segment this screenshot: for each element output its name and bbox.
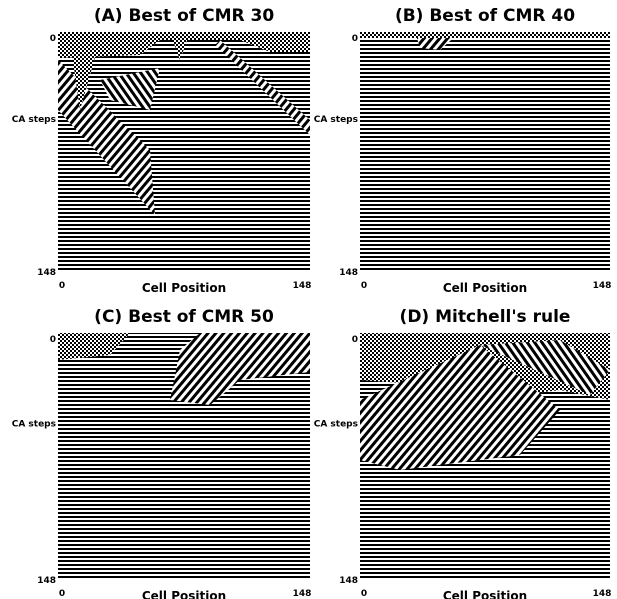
- ca-image: [360, 333, 610, 580]
- x-axis-label: Cell Position: [443, 281, 527, 295]
- y-tick-label: 0: [50, 34, 56, 44]
- y-tick-label: 0: [50, 335, 56, 345]
- y-tick-label: 148: [339, 268, 358, 278]
- x-tick-label: 0: [59, 589, 65, 599]
- panel-title: (A) Best of CMR 30: [94, 6, 274, 26]
- panel-title: (C) Best of CMR 50: [94, 307, 274, 327]
- y-tick-label: 0: [352, 335, 358, 345]
- x-tick-label: 148: [593, 281, 612, 291]
- y-tick-label: 148: [37, 576, 56, 586]
- panel-title: (D) Mitchell's rule: [400, 307, 571, 327]
- ca-image: [360, 32, 610, 272]
- y-axis-label: CA steps: [12, 115, 56, 125]
- x-axis-label: Cell Position: [443, 589, 527, 599]
- panel-title: (B) Best of CMR 40: [395, 6, 575, 26]
- y-tick-label: 148: [339, 576, 358, 586]
- x-axis-label: Cell Position: [142, 281, 226, 295]
- x-tick-label: 148: [293, 281, 312, 291]
- x-tick-label: 148: [593, 589, 612, 599]
- x-axis-label: Cell Position: [142, 589, 226, 599]
- x-tick-label: 0: [361, 589, 367, 599]
- y-tick-label: 148: [37, 268, 56, 278]
- ca-image: [58, 333, 310, 580]
- x-tick-label: 0: [361, 281, 367, 291]
- y-axis-label: CA steps: [314, 115, 358, 125]
- y-tick-label: 0: [352, 34, 358, 44]
- x-tick-label: 148: [293, 589, 312, 599]
- y-axis-label: CA steps: [314, 420, 358, 430]
- x-tick-label: 0: [59, 281, 65, 291]
- figure: (A) Best of CMR 30 Cell Position CA steps 0…: [0, 0, 617, 599]
- y-axis-label: CA steps: [12, 420, 56, 430]
- ca-image: [58, 32, 310, 272]
